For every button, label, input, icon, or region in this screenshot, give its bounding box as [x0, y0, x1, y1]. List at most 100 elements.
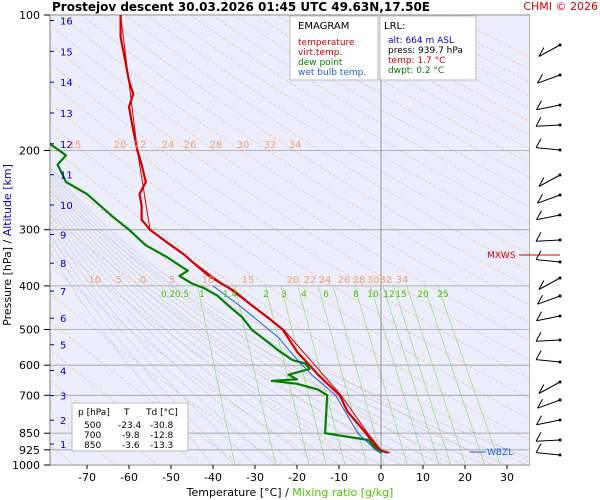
theta-label: 32: [264, 140, 277, 151]
altitude-tick-label: 12: [60, 140, 73, 151]
altitude-tick-label: 15: [60, 47, 73, 58]
wbzl-marker: WBZL: [487, 448, 513, 458]
mixing-ratio-label: 4: [301, 290, 307, 300]
theta-label: 34: [289, 140, 302, 151]
theta-label: 22: [304, 275, 317, 286]
dry-adiabat: [146, 15, 530, 255]
mixing-ratio-line: [265, 285, 310, 465]
temp-tick-label: 0: [378, 471, 385, 484]
altitude-tick-label: 9: [60, 231, 66, 242]
temp-tick-label: 20: [458, 471, 472, 484]
table-cell: -23.4: [118, 421, 142, 431]
wind-barb-icon: [536, 311, 562, 322]
mixing-ratio-line: [317, 285, 368, 465]
temp-tick-label: -40: [204, 471, 222, 484]
mixing-ratio-label: 12: [383, 290, 394, 300]
pressure-tick-label: 300: [19, 224, 40, 237]
dry-adiabat: [50, 43, 530, 361]
theta-label: 30: [367, 275, 380, 286]
credit-text: CHMI © 2026: [523, 0, 598, 13]
table-header-p: p [hPa]: [78, 408, 110, 418]
theta-label: 22: [134, 140, 147, 151]
altitude-tick-label: 3: [60, 392, 66, 403]
dry-adiabat: [168, 15, 530, 239]
wind-barb-icon: [538, 380, 562, 394]
altitude-tick-label: 11: [60, 171, 73, 182]
theta-label: 32: [380, 275, 393, 286]
dry-adiabat: [50, 24, 530, 342]
altitude-tick-label: 1: [60, 440, 66, 451]
legend-item-dew-point: dew point: [298, 58, 343, 68]
table-cell: -3.6: [122, 441, 140, 451]
series-line-virt-temp: [120, 15, 391, 454]
wind-barb-icon: [535, 443, 562, 457]
table-cell: 700: [84, 431, 101, 441]
dry-adiabat: [190, 15, 530, 223]
table-cell: -13.3: [150, 441, 173, 451]
level-table: p [hPa] T Td [°C] 500 -23.4 -30.8 700 -9…: [71, 402, 189, 452]
table-header-td: Td [°C]: [145, 408, 178, 418]
wind-barb-icon: [535, 231, 562, 242]
pressure-tick-label: 850: [19, 427, 40, 440]
mixing-ratio-line: [280, 285, 327, 465]
table-cell: -9.8: [122, 431, 140, 441]
dry-adiabat: [81, 15, 530, 306]
series-line-wet-bulb-temp: [212, 285, 386, 454]
pressure-tick-label: 1000: [12, 459, 40, 472]
y-axis-title: Pressure [hPa] / Altitude [km]: [1, 164, 14, 326]
dry-adiabat: [50, 102, 530, 420]
series-line-dew-point: [50, 142, 383, 454]
mixing-ratio-label: 6: [323, 290, 329, 300]
altitude-tick-label: 4: [60, 367, 66, 378]
series-line-temperature: [119, 15, 389, 454]
mixing-ratio-label: 1: [199, 290, 205, 300]
legend: EMAGRAM temperature virt.temp. dew point…: [289, 15, 379, 81]
mixing-ratio-label: 0.5: [175, 290, 189, 300]
wind-barb-icon: [538, 43, 562, 57]
theta-label: 15: [242, 275, 255, 286]
wind-barb-icon: [535, 431, 562, 442]
pressure-tick-label: 600: [19, 359, 40, 372]
table-header-t: T: [123, 408, 130, 418]
wind-barb-icon: [535, 350, 562, 364]
mixing-ratio-line: [437, 285, 501, 465]
lrl-temperature: temp: 1.7 °C: [388, 56, 445, 66]
theta-label: -5: [112, 275, 122, 286]
legend-item-virt-temp: virt.temp.: [298, 48, 342, 58]
wind-barb-icon: [538, 276, 562, 290]
mixing-ratio-label: 10: [367, 290, 379, 300]
theta-label: 24: [319, 275, 332, 286]
x-axis-label-sep: /: [282, 486, 293, 499]
x-axis-label-temp: Temperature [°C]: [186, 486, 282, 499]
altitude-tick-label: 10: [60, 201, 73, 212]
theta-label: 26: [184, 140, 197, 151]
temp-tick-label: 30: [500, 471, 514, 484]
mixing-ratio-label: 15: [395, 290, 406, 300]
mixing-ratio-line: [393, 285, 452, 465]
pressure-tick-label: 100: [19, 9, 40, 22]
table-cell: -30.8: [150, 421, 174, 431]
pressure-tick-label: 500: [19, 324, 40, 337]
theta-label: 26: [338, 275, 351, 286]
wind-barb-icon: [537, 193, 562, 204]
altitude-tick-label: 7: [60, 287, 66, 298]
altitude-tick-label: 5: [60, 341, 66, 352]
wind-barb-icon: [538, 173, 562, 187]
theta-label: 15: [69, 140, 82, 151]
dry-adiabat: [59, 15, 530, 324]
lrl-heading: LRL:: [384, 21, 405, 32]
mixing-ratio-line: [370, 285, 426, 465]
mixing-ratio-label: 0.2: [161, 290, 175, 300]
lrl-altitude: alt: 664 m ASL: [388, 36, 454, 46]
theta-label: 20: [287, 275, 300, 286]
wind-barb-icon: [536, 210, 562, 221]
dry-adiabat: [50, 123, 530, 441]
theta-label: 30: [237, 140, 250, 151]
legend-heading: EMAGRAM: [298, 21, 349, 32]
mixing-ratio-line: [197, 285, 236, 465]
theta-label: 28: [353, 275, 366, 286]
page-title: Prostejov descent 30.03.2026 01:45 UTC 4…: [52, 0, 430, 14]
table-cell: 500: [84, 421, 101, 431]
wind-barb-icon: [537, 294, 562, 305]
